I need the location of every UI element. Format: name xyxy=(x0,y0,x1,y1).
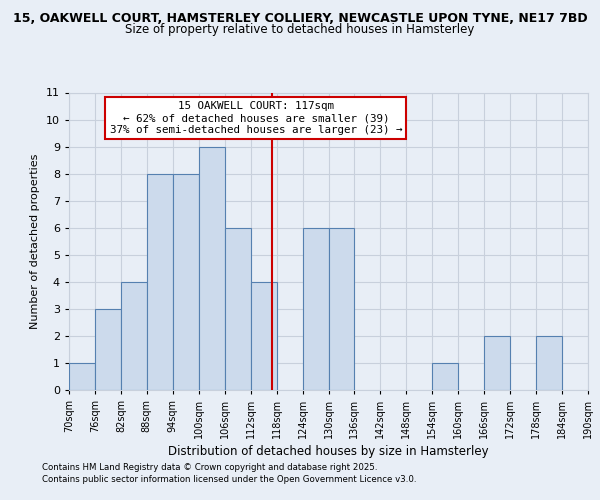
Bar xyxy=(173,174,199,390)
Bar xyxy=(484,336,510,390)
Bar xyxy=(302,228,329,390)
Y-axis label: Number of detached properties: Number of detached properties xyxy=(31,154,40,329)
Bar xyxy=(199,146,224,390)
Bar xyxy=(225,228,251,390)
Bar xyxy=(329,228,355,390)
Bar xyxy=(251,282,277,390)
Bar xyxy=(69,363,95,390)
Text: Contains HM Land Registry data © Crown copyright and database right 2025.: Contains HM Land Registry data © Crown c… xyxy=(42,464,377,472)
Bar xyxy=(536,336,562,390)
Bar xyxy=(147,174,173,390)
Text: Contains public sector information licensed under the Open Government Licence v3: Contains public sector information licen… xyxy=(42,475,416,484)
Text: Size of property relative to detached houses in Hamsterley: Size of property relative to detached ho… xyxy=(125,22,475,36)
Text: 15 OAKWELL COURT: 117sqm
← 62% of detached houses are smaller (39)
37% of semi-d: 15 OAKWELL COURT: 117sqm ← 62% of detach… xyxy=(110,102,402,134)
Text: 15, OAKWELL COURT, HAMSTERLEY COLLIERY, NEWCASTLE UPON TYNE, NE17 7BD: 15, OAKWELL COURT, HAMSTERLEY COLLIERY, … xyxy=(13,12,587,26)
Bar xyxy=(121,282,147,390)
X-axis label: Distribution of detached houses by size in Hamsterley: Distribution of detached houses by size … xyxy=(168,446,489,458)
Bar xyxy=(95,309,121,390)
Bar xyxy=(433,363,458,390)
